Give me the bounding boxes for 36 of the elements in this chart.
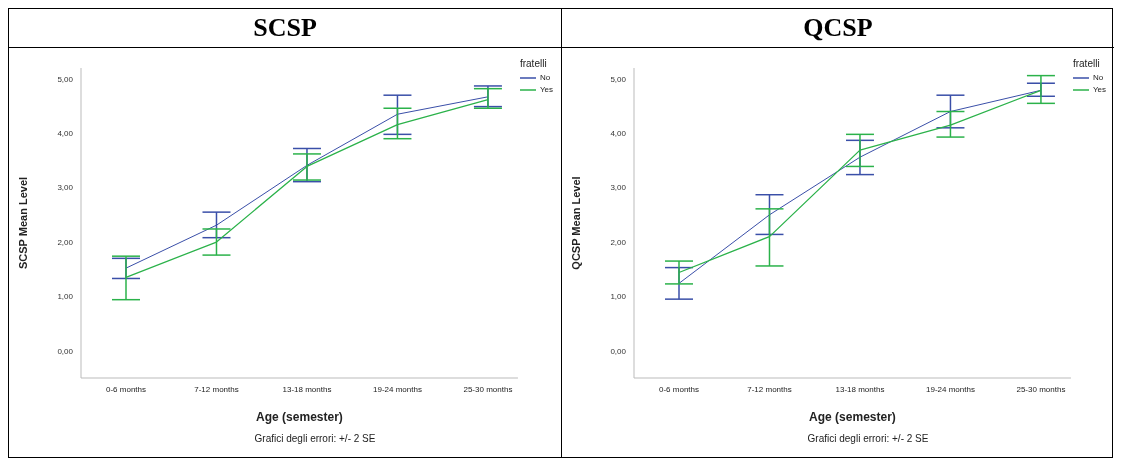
x-tick-label: 0-6 months	[658, 384, 700, 394]
y-tick-label: 4,00	[610, 129, 627, 139]
y-axis-title: SCSP Mean Level	[16, 176, 29, 270]
y-tick-label: 3,00	[57, 183, 74, 193]
x-axis-title: Age (semester)	[256, 410, 343, 424]
x-tick-label: 13-18 months	[282, 384, 332, 394]
x-tick-label: 19-24 months	[372, 384, 422, 394]
y-tick-label: 1,00	[610, 292, 627, 302]
text: Grafici degli errori: +/- 2 SE	[806, 433, 930, 444]
x-axis-title: Age (semester)	[809, 410, 896, 424]
y-axis-title: QCSP Mean Level	[569, 176, 582, 270]
y-tick-label: 2,00	[610, 237, 627, 247]
legend-label: Yes	[1092, 85, 1106, 94]
y-tick-label: 3,00	[610, 183, 627, 193]
x-tick-label: 0-6 months	[105, 384, 147, 394]
legend-label: Yes	[539, 85, 553, 94]
x-tick-label: 19-24 months	[925, 384, 975, 394]
y-tick-label: 0,00	[610, 346, 627, 356]
y-tick-label: 0,00	[57, 346, 74, 356]
y-tick-label: 5,00	[610, 74, 627, 84]
text: Grafici degli errori: +/- 2 SE	[253, 433, 377, 444]
x-tick-label: 25-30 months	[1016, 384, 1066, 394]
legend-title: fratelli	[1072, 58, 1101, 69]
chart-title: QCSP	[562, 9, 1114, 48]
x-tick-label: 13-18 months	[835, 384, 885, 394]
y-tick-label: 2,00	[57, 237, 74, 247]
y-tick-label: 1,00	[57, 292, 74, 302]
x-tick-label: 7-12 months	[747, 384, 792, 394]
x-tick-label: 7-12 months	[194, 384, 239, 394]
chart-title: SCSP	[9, 9, 561, 48]
legend-label: No	[539, 73, 551, 82]
x-tick-label: 25-30 months	[463, 384, 513, 394]
y-tick-label: 4,00	[57, 129, 74, 139]
y-tick-label: 5,00	[57, 74, 74, 84]
legend-title: fratelli	[519, 58, 548, 69]
legend-label: No	[1092, 73, 1104, 82]
